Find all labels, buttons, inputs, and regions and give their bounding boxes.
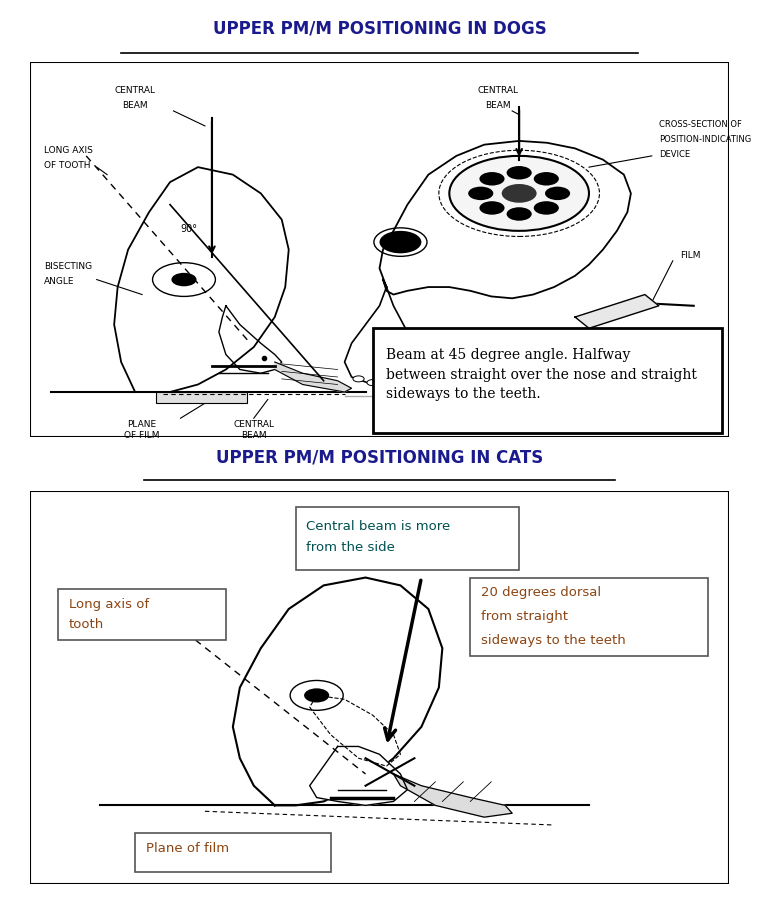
Text: LONG AXIS: LONG AXIS — [44, 146, 93, 155]
Circle shape — [534, 173, 559, 187]
Text: OF FILM: OF FILM — [124, 430, 160, 439]
Text: from straight: from straight — [480, 610, 568, 622]
Text: BISECTING: BISECTING — [44, 262, 93, 271]
Circle shape — [506, 208, 532, 222]
Polygon shape — [380, 142, 631, 299]
Text: CENTRAL: CENTRAL — [477, 86, 518, 95]
Circle shape — [534, 202, 559, 216]
Circle shape — [392, 373, 402, 379]
Text: 90°: 90° — [181, 224, 197, 234]
Circle shape — [480, 202, 505, 216]
Circle shape — [353, 376, 364, 382]
Text: BEAM: BEAM — [486, 101, 511, 110]
Text: UPPER PM/M POSITIONING IN DOGS: UPPER PM/M POSITIONING IN DOGS — [213, 20, 546, 38]
Circle shape — [502, 185, 537, 204]
Text: Beam at 45 degree angle. Halfway
between straight over the nose and straight
sid: Beam at 45 degree angle. Halfway between… — [386, 347, 698, 400]
Text: Long axis of: Long axis of — [69, 597, 149, 611]
Polygon shape — [233, 578, 442, 805]
Circle shape — [367, 381, 378, 386]
Circle shape — [304, 688, 329, 703]
Bar — [296, 507, 519, 570]
Text: sideways to the teeth: sideways to the teeth — [480, 633, 625, 646]
Polygon shape — [310, 747, 408, 805]
Circle shape — [506, 167, 532, 180]
Circle shape — [449, 157, 589, 232]
Text: BEAM: BEAM — [122, 101, 148, 110]
Text: from the side: from the side — [306, 540, 395, 554]
Polygon shape — [114, 168, 288, 392]
Circle shape — [545, 188, 570, 201]
Text: OF TOOTH: OF TOOTH — [44, 161, 91, 170]
Bar — [471, 578, 707, 657]
Text: POSITION-INDICATING: POSITION-INDICATING — [659, 134, 751, 143]
Text: 20 degrees dorsal: 20 degrees dorsal — [480, 585, 601, 599]
Circle shape — [172, 273, 197, 287]
Circle shape — [380, 232, 421, 254]
Text: FILM: FILM — [680, 251, 701, 260]
Polygon shape — [275, 363, 351, 392]
Polygon shape — [345, 288, 414, 385]
Bar — [156, 392, 247, 404]
Text: CENTRAL: CENTRAL — [233, 419, 274, 428]
Text: PLANE: PLANE — [128, 419, 156, 428]
Text: UPPER PM/M POSITIONING IN CATS: UPPER PM/M POSITIONING IN CATS — [216, 448, 543, 466]
Polygon shape — [393, 774, 512, 817]
Text: Central beam is more: Central beam is more — [306, 519, 450, 532]
Polygon shape — [575, 295, 659, 329]
Circle shape — [468, 188, 493, 201]
Text: DEVICE: DEVICE — [659, 150, 690, 159]
Bar — [58, 590, 226, 640]
Bar — [135, 833, 331, 872]
Text: ANGLE: ANGLE — [44, 277, 75, 286]
Text: Plane of film: Plane of film — [146, 841, 228, 854]
Text: tooth: tooth — [69, 617, 104, 630]
Polygon shape — [310, 695, 401, 766]
Circle shape — [480, 173, 505, 187]
Text: CENTRAL: CENTRAL — [115, 86, 156, 95]
Polygon shape — [219, 307, 282, 373]
Bar — [373, 329, 722, 434]
Circle shape — [381, 378, 392, 384]
Text: BEAM: BEAM — [241, 430, 266, 439]
Text: CROSS-SECTION OF: CROSS-SECTION OF — [659, 120, 742, 129]
